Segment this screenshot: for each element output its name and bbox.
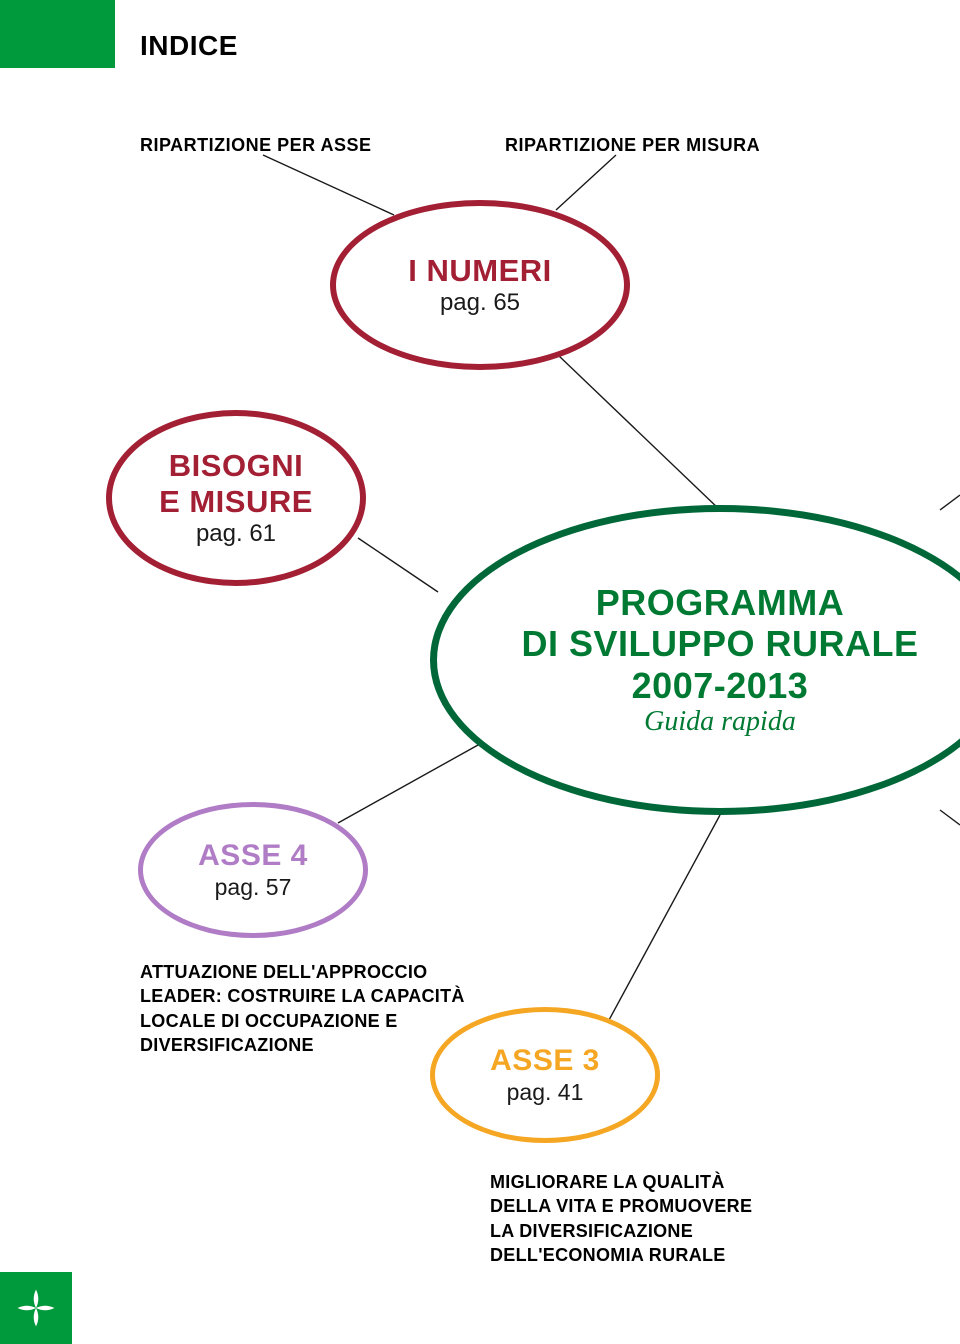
page-title: INDICE — [140, 30, 238, 62]
label-ripartizione-asse: RIPARTIZIONE PER ASSE — [140, 135, 372, 156]
node-asse3-page: pag. 41 — [507, 1079, 584, 1106]
node-programma-l1: PROGRAMMA — [596, 582, 844, 623]
desc-asse3: MIGLIORARE LA QUALITÀ DELLA VITA E PROMU… — [490, 1170, 752, 1267]
node-bisogni-title-l1: BISOGNI — [169, 448, 303, 484]
desc-asse4-l1: ATTUAZIONE DELL'APPROCCIO — [140, 960, 465, 984]
node-bisogni-content: BISOGNI E MISURE pag. 61 — [106, 410, 366, 586]
node-programma-l4: Guida rapida — [644, 706, 796, 738]
desc-asse3-l3: LA DIVERSIFICAZIONE — [490, 1219, 752, 1243]
node-numeri-title: I NUMERI — [408, 253, 552, 289]
node-asse4-title: ASSE 4 — [198, 839, 308, 874]
desc-asse4-l2: LEADER: COSTRUIRE LA CAPACITÀ — [140, 984, 465, 1008]
node-bisogni-page: pag. 61 — [196, 520, 276, 548]
node-asse4-content: ASSE 4 pag. 57 — [138, 802, 368, 938]
desc-asse4-l4: DIVERSIFICAZIONE — [140, 1033, 465, 1057]
desc-asse4-l3: LOCALE DI OCCUPAZIONE E — [140, 1009, 465, 1033]
desc-asse3-l2: DELLA VITA E PROMUOVERE — [490, 1194, 752, 1218]
desc-asse3-l1: MIGLIORARE LA QUALITÀ — [490, 1170, 752, 1194]
node-numeri-content: I NUMERI pag. 65 — [330, 200, 630, 370]
node-programma-content: PROGRAMMA DI SVILUPPO RURALE 2007-2013 G… — [430, 505, 960, 815]
label-ripartizione-misura: RIPARTIZIONE PER MISURA — [505, 135, 760, 156]
desc-asse3-l4: DELL'ECONOMIA RURALE — [490, 1243, 752, 1267]
logo-lombardia — [0, 1272, 72, 1344]
node-asse4-page: pag. 57 — [215, 874, 292, 901]
node-programma-l2: DI SVILUPPO RURALE — [521, 623, 918, 664]
rosette-icon — [13, 1285, 59, 1331]
desc-asse4: ATTUAZIONE DELL'APPROCCIO LEADER: COSTRU… — [140, 960, 465, 1057]
header-brand-bar — [0, 0, 115, 68]
node-bisogni-title-l2: E MISURE — [159, 484, 313, 520]
node-numeri-page: pag. 65 — [440, 289, 520, 317]
node-programma-l3: 2007-2013 — [632, 665, 809, 706]
node-asse3-title: ASSE 3 — [490, 1044, 600, 1079]
